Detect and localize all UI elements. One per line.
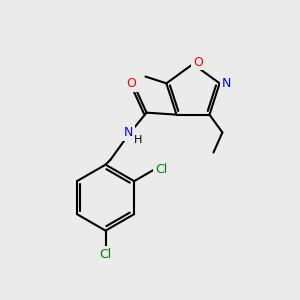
Text: N: N — [222, 77, 231, 90]
Text: Cl: Cl — [155, 163, 167, 176]
Text: N: N — [124, 126, 133, 139]
Text: Cl: Cl — [99, 248, 112, 261]
Text: H: H — [134, 135, 143, 145]
Text: O: O — [127, 77, 136, 90]
Text: O: O — [193, 56, 203, 68]
